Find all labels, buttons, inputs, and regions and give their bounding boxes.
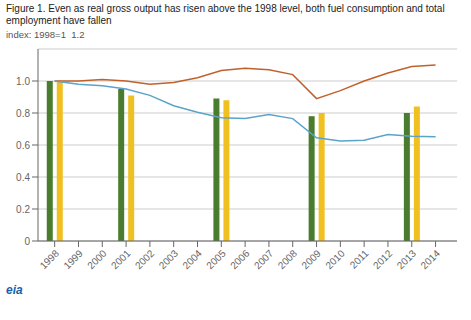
- svg-text:1999: 1999: [61, 247, 85, 271]
- svg-text:0.8: 0.8: [16, 108, 30, 119]
- svg-text:0.4: 0.4: [16, 172, 30, 183]
- svg-text:2000: 2000: [85, 247, 109, 271]
- svg-text:1998: 1998: [38, 247, 62, 271]
- svg-text:2002: 2002: [133, 247, 157, 271]
- svg-text:1.0: 1.0: [16, 76, 30, 87]
- svg-text:2011: 2011: [348, 247, 371, 270]
- svg-text:2004: 2004: [180, 247, 204, 271]
- svg-text:2006: 2006: [228, 247, 252, 271]
- svg-text:2003: 2003: [157, 247, 181, 271]
- svg-text:2014: 2014: [418, 247, 442, 271]
- svg-text:2009: 2009: [299, 247, 323, 271]
- svg-text:2001: 2001: [109, 247, 133, 271]
- svg-text:2010: 2010: [323, 247, 347, 271]
- svg-text:2008: 2008: [276, 247, 300, 271]
- svg-text:2012: 2012: [371, 247, 395, 271]
- svg-text:2013: 2013: [395, 247, 419, 271]
- svg-text:0.2: 0.2: [16, 204, 30, 215]
- svg-text:2005: 2005: [204, 247, 228, 271]
- html-text:eia: eia: [6, 283, 23, 297]
- html-text:Figure 1. Even as real gross o: Figure 1. Even as real gross output has …: [6, 3, 445, 14]
- html-text:index: 1998=1 1.2: index: 1998=1 1.2: [6, 29, 85, 40]
- svg-text:0: 0: [24, 236, 30, 247]
- svg-text:0.6: 0.6: [16, 140, 30, 151]
- svg-text:2007: 2007: [252, 247, 276, 271]
- html-text:employment have fallen: employment have fallen: [6, 15, 112, 26]
